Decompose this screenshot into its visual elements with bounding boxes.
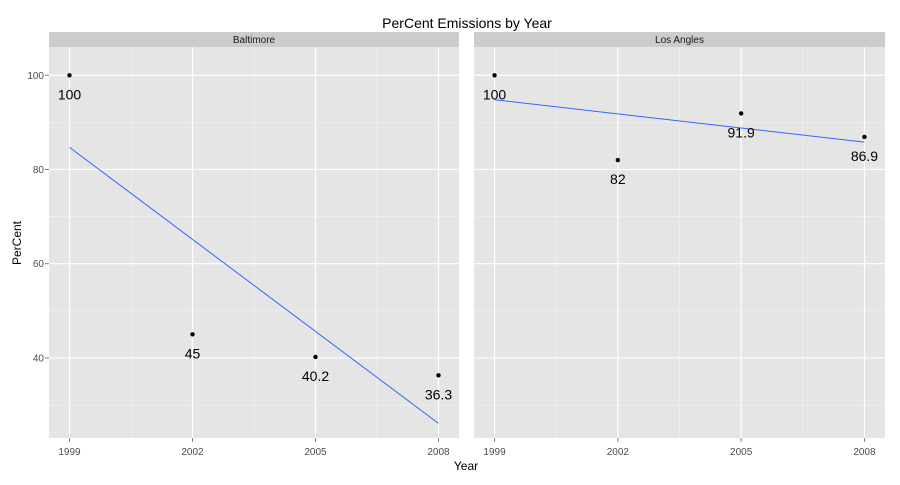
x-tick-label: 2008: [427, 447, 450, 458]
y-tick-label: 40: [33, 353, 45, 364]
x-tick-label: 1999: [483, 447, 506, 458]
data-point: [615, 157, 621, 163]
data-point: [862, 134, 867, 140]
x-tick-label: 1999: [58, 447, 81, 458]
trend-line: [494, 99, 865, 143]
trend-line: [69, 146, 439, 424]
x-tick-label: 2002: [181, 447, 204, 458]
x-axis-title: Year: [454, 459, 478, 473]
x-tick-label: 2008: [853, 447, 876, 458]
facet-strip-label: Los Angles: [655, 35, 704, 46]
facet-strip: [49, 32, 459, 47]
data-point: [738, 111, 744, 116]
data-point: [67, 73, 72, 78]
facet-strip-label: Baltimore: [233, 35, 276, 46]
y-tick-label: 80: [33, 165, 45, 176]
data-label: 100: [483, 86, 507, 102]
data-label: 40.2: [302, 368, 329, 384]
y-axis-title: PerCent: [10, 220, 24, 265]
data-label: 82: [610, 171, 626, 187]
x-tick-label: 2002: [607, 447, 630, 458]
panel-los-angles: Los Angles 1999 2002 2005 2008 100 82 91.9 86.9: [474, 32, 885, 458]
x-tick-label: 2005: [304, 447, 327, 458]
facet-strip: [474, 32, 885, 47]
chart-title: PerCent Emissions by Year: [382, 15, 552, 31]
data-label: 45: [185, 345, 201, 361]
data-label: 36.3: [425, 386, 452, 402]
data-label: 100: [58, 86, 82, 102]
data-point: [190, 332, 195, 337]
data-label: 86.9: [851, 148, 878, 164]
panel-baltimore: Baltimore 1999 2002 2005 2008 100 45 40.2 36.3: [49, 32, 459, 458]
y-tick-label: 100: [27, 71, 44, 82]
data-point: [492, 73, 497, 78]
data-point: [436, 373, 441, 378]
data-point: [313, 354, 318, 360]
panels-layer: 40 60 80 100 Baltimore 1999 2002 2005 2008 100 45 4…: [27, 32, 885, 458]
x-tick-label: 2005: [730, 447, 753, 458]
y-tick-label: 60: [33, 259, 45, 270]
data-label: 91.9: [728, 124, 755, 140]
